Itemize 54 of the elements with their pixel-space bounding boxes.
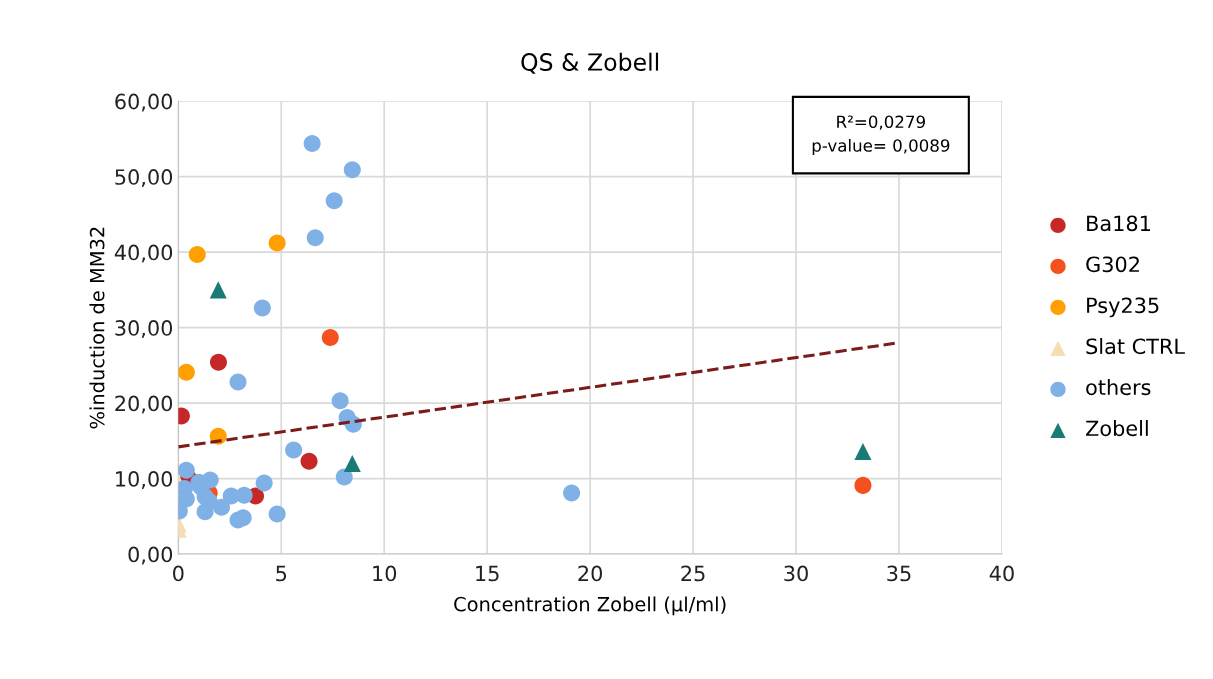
x-tick-label: 15	[476, 565, 499, 582]
point	[178, 490, 195, 508]
x-axis-title: Concentration Zobell (µl/ml)	[454, 596, 726, 616]
point	[563, 484, 581, 502]
point	[325, 192, 343, 210]
point	[268, 234, 286, 252]
y-tick-label: 20,00	[115, 395, 173, 414]
point	[285, 441, 303, 459]
point	[178, 363, 195, 381]
point	[235, 486, 253, 504]
annotation: p-value= 0,0089	[812, 138, 950, 156]
point	[306, 229, 324, 247]
legend-label: Slat CTRL	[1086, 338, 1185, 355]
chart-title: QS & Zobell	[521, 52, 659, 74]
y-tick-label: 0,00	[128, 546, 173, 565]
point	[196, 503, 214, 521]
point	[343, 161, 361, 179]
annotation: R²=0,0279	[837, 115, 925, 130]
x-tick-label: 25	[681, 565, 705, 582]
point	[321, 328, 339, 346]
legend-label: others	[1086, 379, 1151, 396]
point	[300, 452, 318, 470]
y-tick-label: 10,00	[116, 471, 173, 489]
point	[303, 134, 321, 152]
point	[335, 468, 353, 486]
y-axis-title: %induction de MM32	[89, 227, 105, 429]
point	[331, 392, 349, 410]
x-tick-label: 10	[373, 565, 397, 582]
legend-label: Zobell	[1086, 420, 1148, 437]
point	[268, 505, 286, 523]
y-tick-label: 60,00	[115, 93, 173, 112]
point	[255, 474, 273, 492]
legend-label: Ba181	[1087, 215, 1150, 232]
point	[253, 299, 271, 317]
x-tick-label: 35	[887, 565, 911, 582]
x-tick-label: 5	[276, 565, 287, 582]
legend-label: Psy235	[1087, 297, 1159, 318]
point	[209, 281, 227, 299]
point	[188, 245, 206, 263]
x-tick-label: 0	[173, 565, 184, 582]
point	[213, 498, 231, 516]
point	[209, 353, 227, 371]
y-tick-label: 50,00	[115, 169, 173, 187]
point	[178, 461, 195, 479]
point	[854, 476, 872, 494]
point	[229, 373, 247, 391]
x-tick-label: 40	[989, 565, 1014, 582]
y-tick-label: 30,00	[115, 320, 173, 338]
x-tick-label: 30	[784, 565, 808, 582]
point	[854, 442, 872, 460]
y-tick-label: 40,00	[114, 244, 173, 263]
point	[343, 454, 361, 472]
legend-label: G302	[1086, 256, 1139, 273]
x-tick-label: 20	[578, 565, 602, 582]
